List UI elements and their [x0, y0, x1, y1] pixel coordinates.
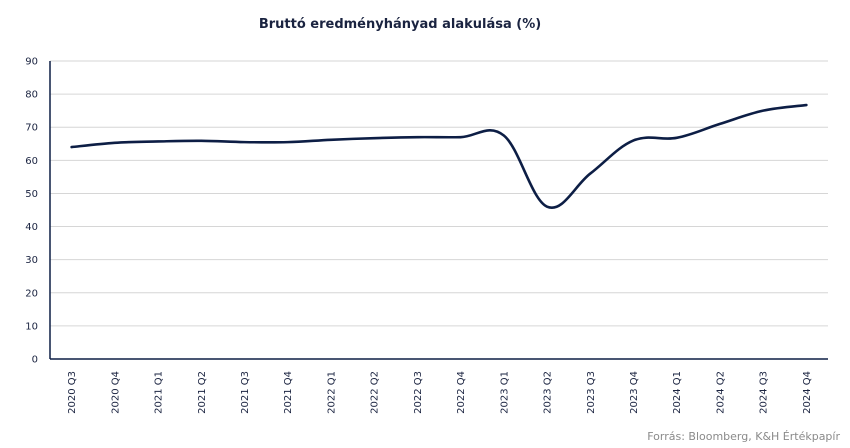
y-tick-label-70: 70	[25, 123, 38, 134]
x-tick-label: 2021 Q2	[197, 371, 208, 414]
x-tick-label: 2022 Q3	[413, 371, 424, 414]
x-tick-label: 2022 Q1	[326, 371, 337, 414]
x-tick-label: 2024 Q2	[715, 371, 726, 414]
x-axis-ticks: 2020 Q3 2020 Q4 2021 Q1 2021 Q2 2021 Q3 2021 …	[67, 371, 813, 414]
x-tick-label: 2023 Q2	[543, 371, 554, 414]
x-tick-label: 2021 Q3	[240, 371, 251, 414]
x-tick-label: 2024 Q3	[759, 371, 770, 414]
y-tick-label-0: 0	[32, 355, 38, 366]
y-tick-label-90: 90	[25, 57, 38, 68]
y-tick-label-60: 60	[25, 156, 38, 167]
axes	[49, 61, 828, 360]
x-tick-label: 2023 Q3	[586, 371, 597, 414]
x-tick-label: 2023 Q1	[499, 371, 510, 414]
y-tick-label-30: 30	[25, 255, 38, 266]
source-note: Forrás: Bloomberg, K&H Értékpapír	[647, 430, 840, 443]
x-tick-label: 2021 Q4	[283, 371, 294, 414]
y-tick-label-20: 20	[25, 288, 38, 299]
x-tick-label: 2020 Q3	[67, 371, 78, 414]
y-axis-ticks: 0 10 20 30 40 50 60 70 80 90	[25, 57, 38, 366]
chart-title: Bruttó eredményhányad alakulása (%)	[258, 17, 542, 32]
x-tick-label: 2021 Q1	[154, 371, 165, 414]
x-tick-label: 2022 Q2	[370, 371, 381, 414]
y-tick-label-50: 50	[25, 189, 38, 200]
y-tick-label-40: 40	[25, 222, 38, 233]
x-tick-label: 2022 Q4	[456, 371, 467, 414]
gridlines	[50, 60, 828, 327]
x-tick-label: 2024 Q1	[672, 371, 683, 414]
x-tick-label: 2023 Q4	[629, 371, 640, 414]
y-tick-label-10: 10	[25, 321, 38, 332]
series-line	[70, 103, 808, 210]
series-layer	[70, 103, 808, 210]
y-tick-label-80: 80	[25, 90, 38, 101]
x-tick-label: 2020 Q4	[110, 371, 121, 414]
x-tick-label: 2024 Q4	[802, 371, 813, 414]
